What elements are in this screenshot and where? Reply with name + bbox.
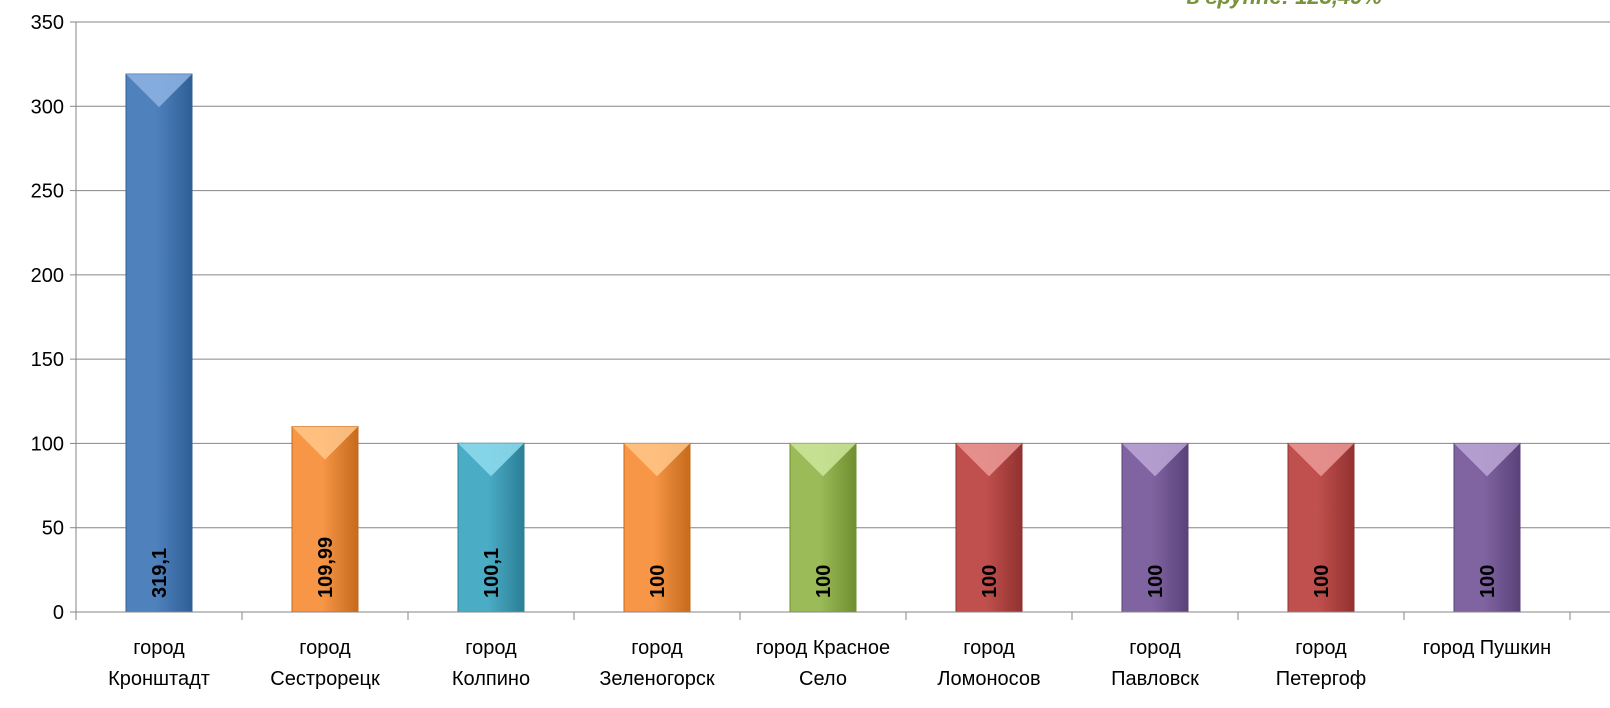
bar-bevel [1288,443,1354,477]
axes [75,22,1610,620]
bar-bevel [1454,443,1520,477]
x-category-label: город Красное Село [756,637,890,690]
bar-bevel [292,426,358,460]
bar-bevel [956,443,1022,477]
y-axis-ticks: 0 50 100 150 200 250 300 350 [31,12,76,624]
x-category-label: город Колпино [452,637,530,690]
bars: 319,1 109,99 100,1 100 100 100 100 100 100 [125,73,1521,613]
y-tick-label: 150 [31,349,64,371]
bar-value-label: 100 [979,565,1001,598]
group-note: в группе: 125,49% [1186,0,1382,9]
x-category-label: город Пушкин [1423,637,1551,659]
x-category-label: город Кронштадт [108,637,210,690]
bar-value-label: 100 [1145,565,1167,598]
y-tick-label: 250 [31,181,64,203]
bar-bevel [624,443,690,477]
bar-value-label: 100 [813,565,835,598]
bar-value-label: 109,99 [315,537,337,598]
bar-value-label: 100 [647,565,669,598]
y-tick-label: 350 [31,12,64,34]
bar-bevel [1122,443,1188,477]
bar [125,73,193,613]
x-axis-labels: город Кронштадт город Сестрорецк город Колпин… [108,637,1551,690]
x-category-label: город Петергоф [1276,637,1366,690]
bar-bevel [458,443,524,477]
bar-bevel [790,443,856,477]
x-category-label: город Зеленогорск [599,637,715,690]
y-tick-label: 100 [31,433,64,455]
x-category-label: город Сестрорецк [270,637,380,690]
x-category-label: город Павловск [1111,637,1199,690]
bar-value-label: 100 [1311,565,1333,598]
bar-value-label: 100 [1477,565,1499,598]
bar-value-label: 319,1 [149,548,171,598]
bar-bevel [126,74,192,108]
x-category-label: город Ломоносов [937,637,1040,690]
bar-value-label: 100,1 [481,548,503,598]
y-tick-label: 300 [31,96,64,118]
y-tick-label: 50 [42,518,64,540]
y-tick-label: 200 [31,265,64,287]
y-tick-label: 0 [53,602,64,624]
